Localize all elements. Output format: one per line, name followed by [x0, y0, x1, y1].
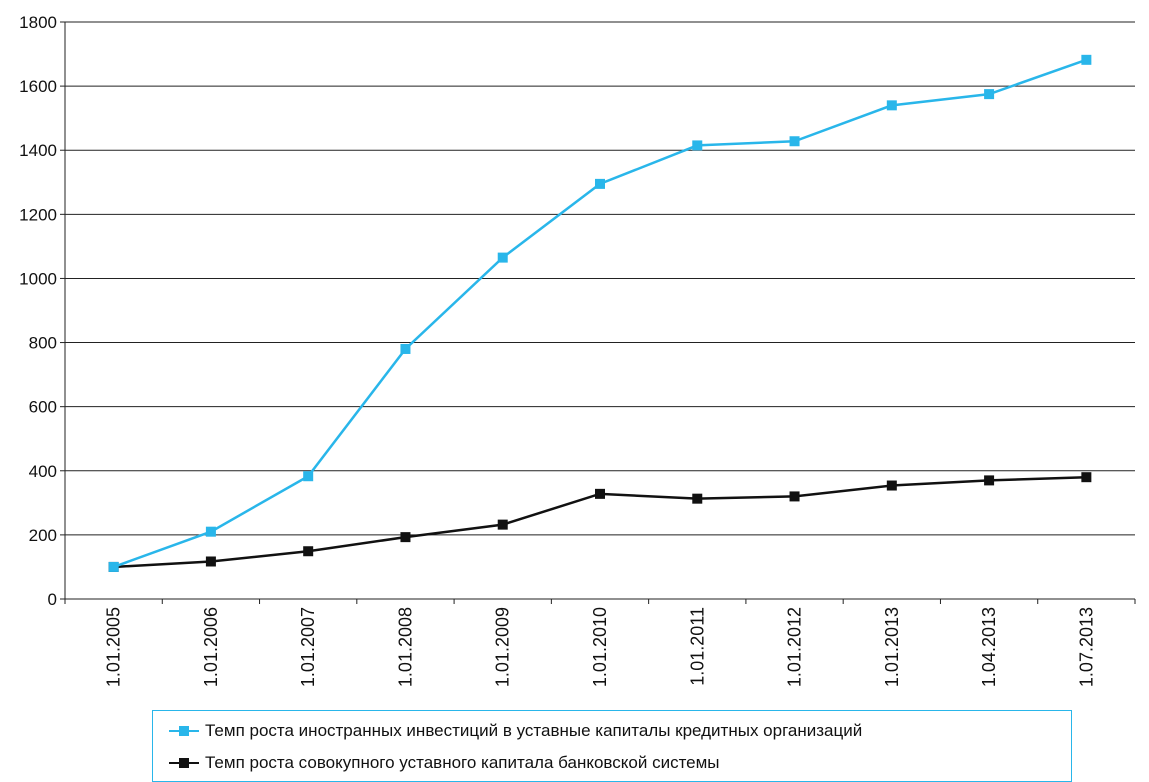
- series-1-point: [497, 519, 508, 530]
- series-1-point: [789, 491, 800, 502]
- series-1-point: [886, 480, 897, 491]
- series-0-point: [789, 136, 800, 147]
- series-1-point: [205, 556, 216, 567]
- series-0-point: [886, 100, 897, 111]
- grid-layer: [65, 21, 1135, 536]
- legend-label-foreign-investment: Темп роста иностранных инвестиций в уста…: [205, 721, 863, 740]
- legend-swatch-foreign-investment: [169, 724, 199, 738]
- x-tick-label: 1.01.2008: [395, 607, 415, 687]
- x-tick-label: 1.01.2011: [687, 607, 707, 686]
- y-tick-label: 800: [29, 334, 57, 353]
- series-0-point: [108, 561, 119, 572]
- legend-square-marker-icon: [179, 758, 189, 768]
- x-tick-label: 1.01.2005: [104, 607, 124, 687]
- chart-legend: Темп роста иностранных инвестиций в уста…: [152, 710, 1072, 782]
- chart-area: 0 200 400 600 800 1000 1200 1400 1600 1800 1.01.20…: [19, 13, 1136, 687]
- series-layer: [108, 54, 1092, 572]
- x-tick-label: 1.01.2009: [493, 607, 513, 687]
- legend-item-total-capital: Темп роста совокупного уставного капитал…: [169, 753, 720, 773]
- y-tick-label: 1000: [19, 269, 57, 288]
- series-0-point: [595, 178, 605, 189]
- legend-swatch-total-capital: [169, 756, 199, 770]
- series-1-point: [595, 488, 605, 499]
- y-tick-label: 200: [29, 526, 57, 545]
- series-0-point: [1081, 54, 1092, 65]
- y-tick-label: 600: [29, 398, 57, 417]
- x-tick-label: 1.01.2006: [201, 607, 221, 687]
- y-tick-label: 1200: [19, 205, 57, 224]
- series-1-point: [692, 493, 703, 504]
- series-1-point: [303, 546, 314, 557]
- legend-label-total-capital: Темп роста совокупного уставного капитал…: [205, 753, 720, 772]
- y-tick-label: 1800: [19, 13, 57, 32]
- y-tick-label: 0: [48, 590, 57, 609]
- y-tick-label: 1600: [19, 77, 57, 96]
- series-0-point: [303, 471, 314, 482]
- line-chart: 0 200 400 600 800 1000 1200 1400 1600 1800 1.01.20…: [19, 13, 1136, 687]
- legend-item-foreign-investment: Темп роста иностранных инвестиций в уста…: [169, 721, 862, 741]
- x-tick-label: 1.04.2013: [979, 607, 999, 687]
- series-0-point: [984, 89, 995, 100]
- series-1-point: [400, 532, 411, 543]
- y-tick-label: 400: [29, 462, 57, 481]
- series-0-point: [497, 252, 508, 263]
- tick-label-layer: 0 200 400 600 800 1000 1200 1400 1600 1800 1.01.20…: [19, 13, 1096, 687]
- y-tick-label: 1400: [19, 141, 57, 160]
- series-0-point: [400, 343, 411, 354]
- x-tick-label: 1.01.2013: [882, 607, 902, 687]
- series-1-point: [984, 475, 995, 486]
- x-tick-label: 1.01.2007: [298, 607, 318, 687]
- series-1-point: [1081, 472, 1092, 483]
- series-0-point: [692, 140, 703, 151]
- x-tick-label: 1.07.2013: [1076, 607, 1096, 687]
- x-tick-label: 1.01.2010: [590, 607, 610, 687]
- legend-square-marker-icon: [179, 726, 189, 736]
- series-0-point: [205, 526, 216, 537]
- axis-layer: [60, 21, 1136, 604]
- x-tick-label: 1.01.2012: [785, 607, 805, 687]
